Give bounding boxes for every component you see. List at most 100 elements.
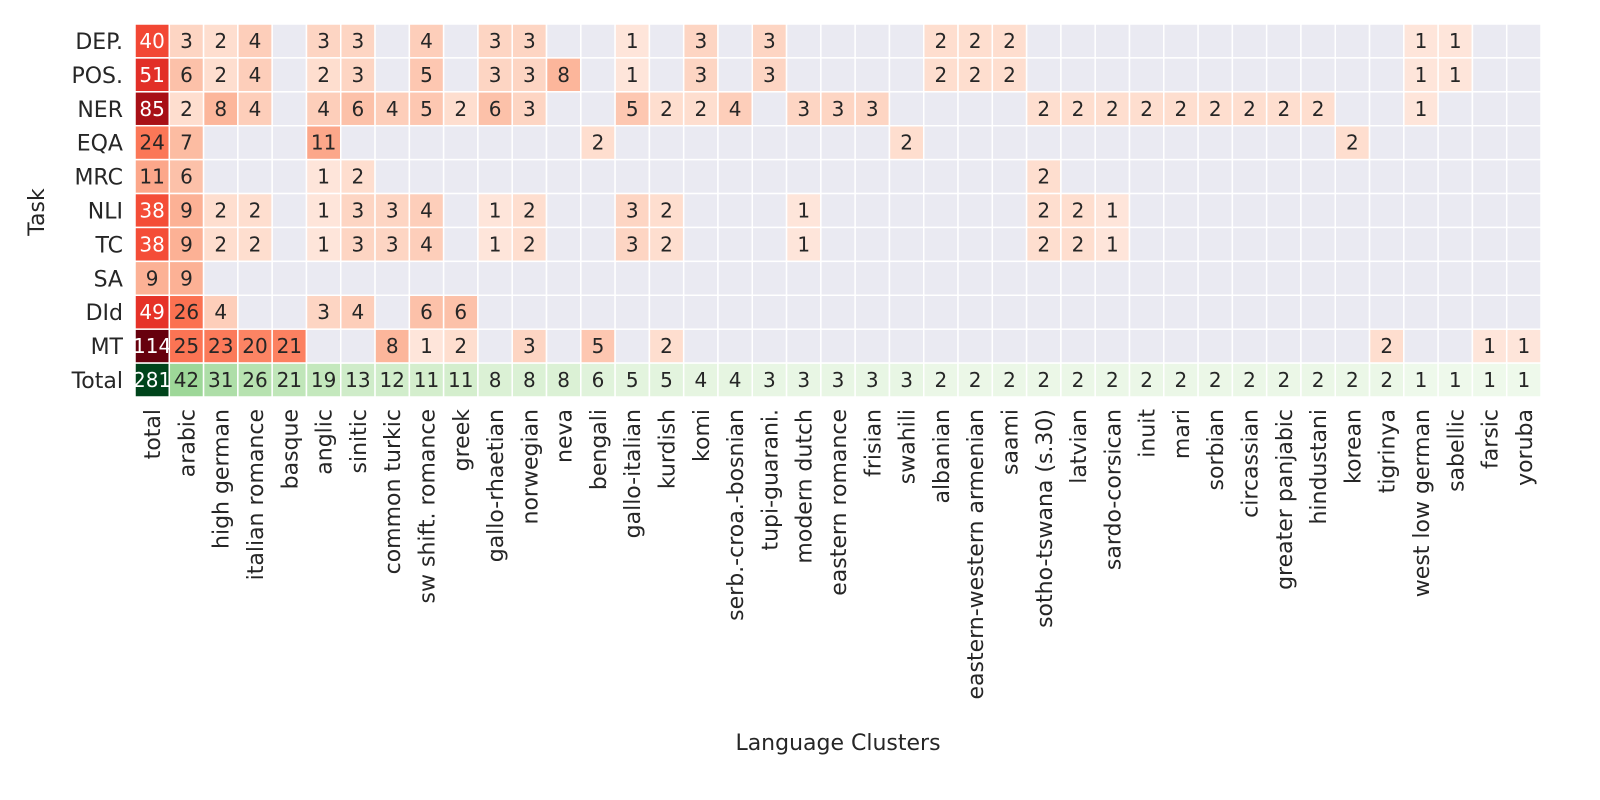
cell-value-label: 1 [1449,29,1462,53]
x-tick-label: eastern-western armenian [964,409,989,700]
cell-value-label: 3 [352,199,365,223]
cell-value-label: 2 [1277,368,1290,392]
heatmap-cell [854,328,891,364]
cell-value-label: 1 [1449,368,1462,392]
cell-value-label: 2 [969,368,982,392]
heatmap-cell [1094,158,1131,195]
heatmap-cell [1231,294,1268,330]
heatmap-cell [1197,328,1234,364]
heatmap-cell [820,328,856,364]
heatmap-cell [580,260,616,297]
x-tick-label: saami [998,409,1023,475]
heatmap-cell [1128,57,1165,93]
heatmap-cell [1505,226,1542,263]
heatmap-cell [1163,294,1199,330]
heatmap-cell [1300,124,1336,161]
cell-value-label: 6 [592,368,605,392]
heatmap-cell [648,294,685,330]
cell-value-label: 2 [1312,97,1325,121]
heatmap-cell [477,328,513,364]
heatmap-cell [1025,192,1062,229]
heatmap-cell [922,260,959,297]
cell-value-label: 3 [763,63,776,87]
heatmap-cell [1403,328,1439,364]
heatmap-cell [1265,294,1302,330]
x-tick-label: kurdish [656,409,681,489]
cell-value-label: 9 [180,199,193,223]
x-tick-label: eastern romance [827,409,852,596]
heatmap-cell [1094,91,1131,127]
heatmap-cell [1128,226,1165,263]
cell-value-label: 4 [249,29,262,53]
x-tick-label: gallo-rhaetian [484,409,509,562]
cell-value-label: 2 [1037,232,1050,256]
cell-value-label: 4 [729,97,742,121]
y-tick-label: DId [86,301,123,326]
heatmap-cell [1265,362,1302,398]
heatmap-cell [1025,328,1062,364]
heatmap-cell [991,226,1028,263]
heatmap-cell [785,23,822,59]
cell-value-label: 13 [345,368,370,392]
heatmap-cell [134,91,171,127]
heatmap-cell [1505,328,1542,364]
heatmap-cell [271,57,308,93]
heatmap-cell [1368,124,1405,161]
heatmap-cell [1265,192,1302,229]
heatmap-cell [237,158,273,195]
heatmap-cell [442,260,479,297]
heatmap-cell [751,158,788,195]
heatmap-cell [271,158,308,195]
heatmap-cell [1505,23,1542,59]
heatmap-cell [340,158,376,195]
heatmap-cell [614,158,651,195]
heatmap-cell [545,158,582,195]
heatmap-cell [1368,57,1405,93]
heatmap-cell [1060,294,1096,330]
heatmap-cell [1163,260,1199,297]
cell-value-label: 1 [1483,368,1496,392]
heatmap-cell [408,192,445,229]
heatmap-cell [785,362,822,398]
heatmap-cell [1060,260,1096,297]
cell-value-label: 1 [1517,368,1530,392]
cell-value-label: 1 [1415,63,1428,87]
heatmap-cell [751,124,788,161]
heatmap-cell [957,192,994,229]
heatmap-cell [614,192,651,229]
heatmap-cell [785,328,822,364]
heatmap-cell [991,294,1028,330]
heatmap-cell [1094,57,1131,93]
heatmap-cell [442,294,479,330]
heatmap-cell [1505,294,1542,330]
heatmap-cell [1265,124,1302,161]
cell-value-label: 3 [489,29,502,53]
cell-value-label: 1 [1106,199,1119,223]
cell-value-label: 8 [557,63,570,87]
heatmap-cell [1197,91,1234,127]
cell-value-label: 2 [1037,165,1050,189]
heatmap-cell [408,362,445,398]
x-tick-label: bengali [587,409,612,490]
heatmap-cell [374,260,411,297]
cell-value-label: 2 [214,199,227,223]
heatmap-cell [580,23,616,59]
cell-value-label: 3 [523,334,536,358]
heatmap-cell [1025,158,1062,195]
heatmap-cell [922,192,959,229]
heatmap-cell [1060,23,1096,59]
heatmap-cell [580,192,616,229]
heatmap-cell [785,294,822,330]
x-tick-label: neva [553,409,578,463]
heatmap-cell [1300,192,1336,229]
heatmap-cell [820,260,856,297]
cell-value-label: 5 [626,368,639,392]
cell-value-label: 3 [694,63,707,87]
heatmap-cell [751,23,788,59]
heatmap-cell [682,124,719,161]
cell-value-label: 4 [420,232,433,256]
cell-value-label: 1 [1517,334,1530,358]
heatmap-cell [134,362,171,398]
heatmap-cell [442,23,479,59]
heatmap-cell [888,158,925,195]
